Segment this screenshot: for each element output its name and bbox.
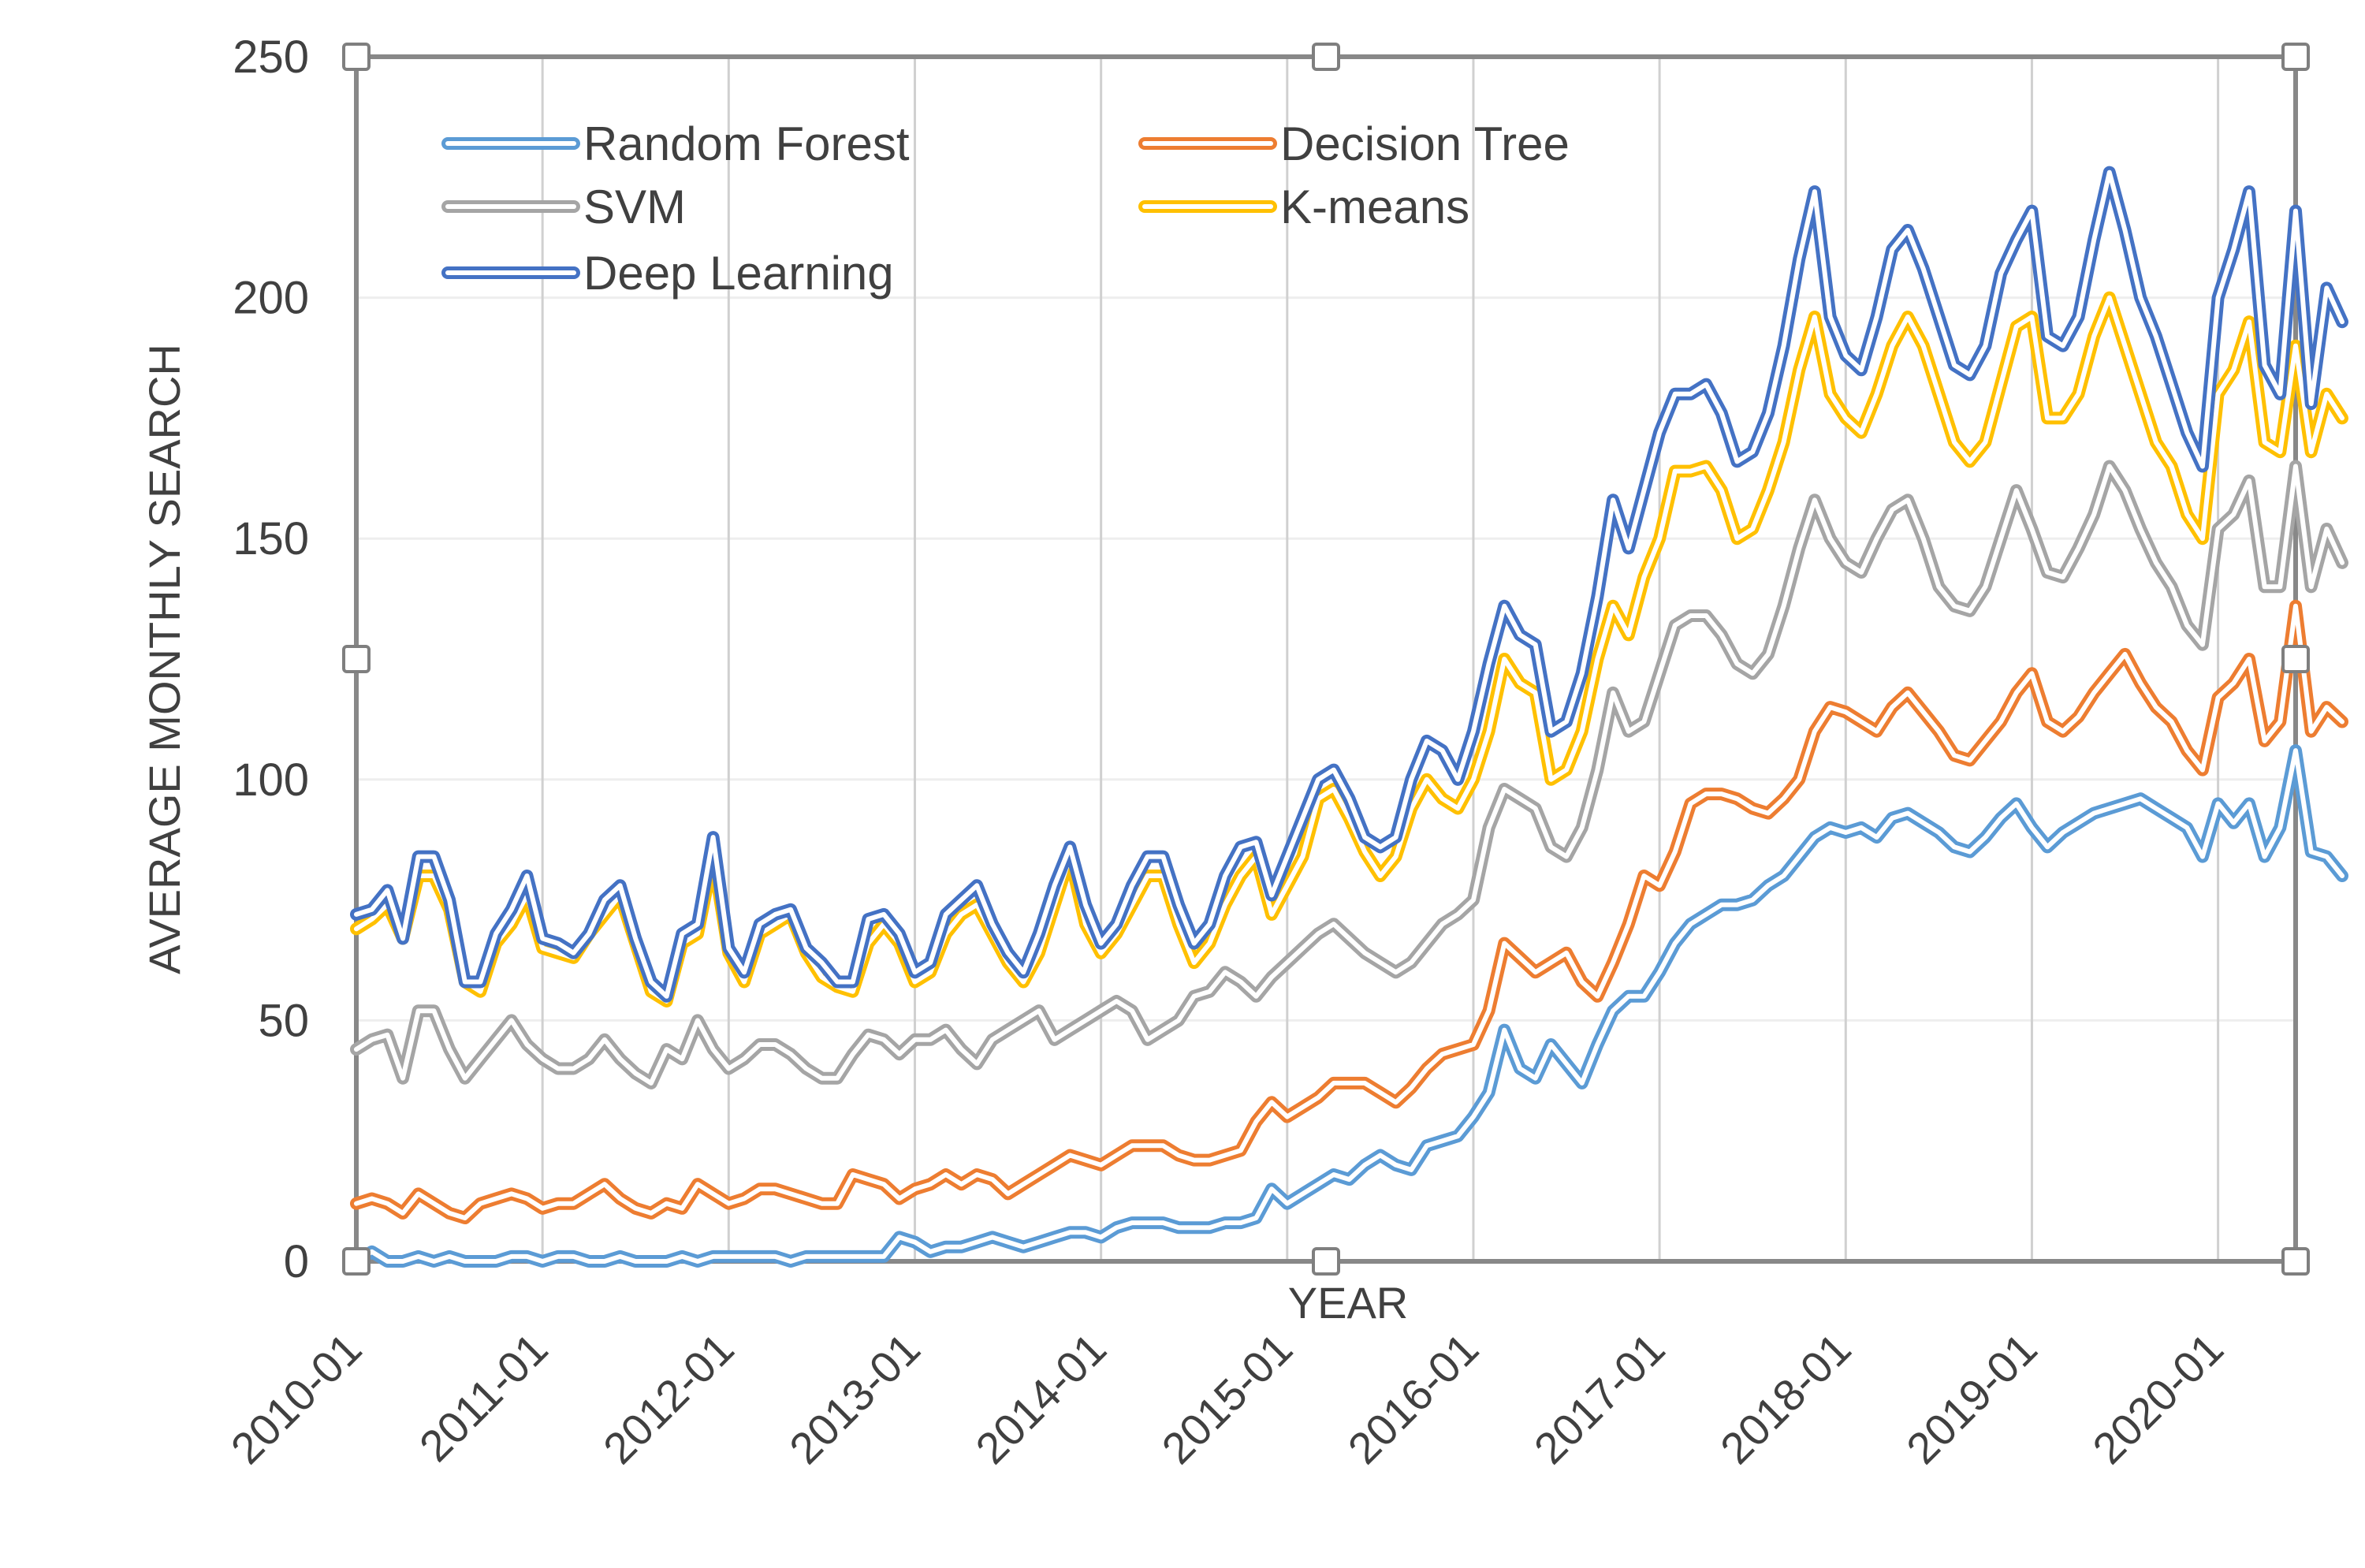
series-k-means [350,291,2348,1007]
resize-handle[interactable] [1312,1247,1340,1276]
legend-item: K-means [1138,181,1469,233]
series-deep-learning [350,166,2348,1003]
resize-handle[interactable] [2281,43,2310,71]
legend-label: K-means [1280,181,1469,233]
resize-handle[interactable] [342,645,371,673]
legend-item: SVM [441,181,686,233]
series-lines [350,166,2348,1268]
legend-item: Random Forest [441,117,910,170]
resize-handle[interactable] [2281,1247,2310,1276]
y-axis-title: AVERAGE MONTHLY SEARCH [140,344,189,974]
legend-label: Deep Learning [583,247,894,300]
legend-label: SVM [583,181,686,233]
resize-handle[interactable] [1312,43,1340,71]
series-line-inner [354,169,2345,999]
series-line-inner [354,748,2345,1264]
y-tick-label: 100 [233,754,309,806]
legend-label: Decision Tree [1280,117,1570,170]
series-random-forest [350,744,2348,1268]
y-tick-label: 0 [284,1236,309,1287]
series-line-inner [354,464,2345,1086]
legend-item: Deep Learning [441,247,894,300]
series-line-inner [354,603,2345,1220]
legend-item: Decision Tree [1138,117,1570,170]
y-tick-label: 250 [233,32,309,83]
resize-handle[interactable] [342,1247,371,1276]
resize-handle[interactable] [342,43,371,71]
y-axis-ticks: 0 50 100 150 200 250 [233,32,309,1287]
series-decision-tree [350,599,2348,1224]
resize-handle[interactable] [2281,645,2310,673]
legend-label: Random Forest [583,117,910,170]
y-tick-label: 50 [258,995,309,1046]
x-axis-title: YEAR [1288,1278,1409,1328]
series-svm [350,460,2348,1089]
y-tick-label: 200 [233,273,309,324]
y-tick-label: 150 [233,513,309,564]
legend: Random Forest Decision Tree SVM K-means Deep… [441,117,1570,300]
series-line-inner [354,295,2345,1004]
selection-handles[interactable] [342,43,2310,1276]
